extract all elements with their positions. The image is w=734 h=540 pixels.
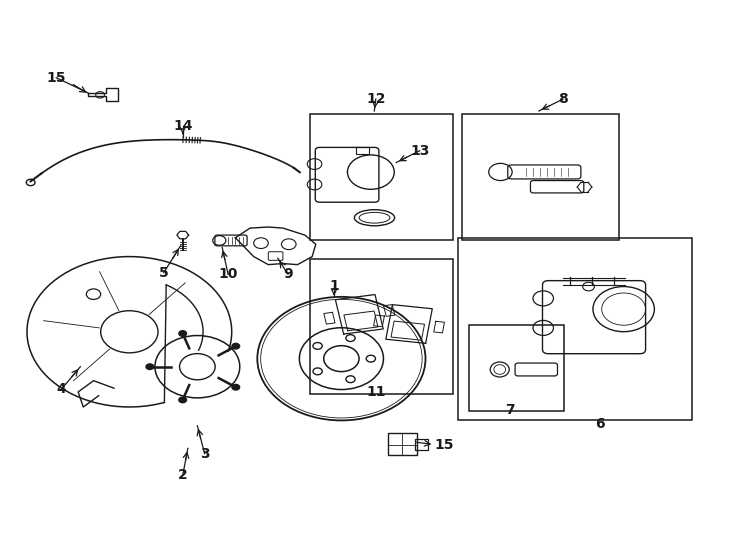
- Text: 15: 15: [46, 71, 66, 85]
- Circle shape: [146, 364, 153, 369]
- Text: 10: 10: [219, 267, 238, 281]
- Text: 4: 4: [57, 382, 66, 396]
- Text: 13: 13: [410, 144, 429, 158]
- Text: 3: 3: [200, 447, 209, 461]
- Bar: [459, 238, 692, 421]
- Text: 7: 7: [505, 403, 515, 417]
- Circle shape: [179, 397, 186, 403]
- Text: 11: 11: [366, 386, 385, 400]
- Bar: [310, 114, 453, 240]
- Text: 6: 6: [595, 417, 604, 430]
- Circle shape: [179, 330, 186, 336]
- Circle shape: [232, 343, 239, 349]
- Text: 14: 14: [173, 119, 192, 133]
- Text: 9: 9: [283, 267, 293, 281]
- Bar: [469, 325, 564, 411]
- Text: 1: 1: [330, 279, 339, 293]
- Text: 5: 5: [159, 266, 169, 280]
- Text: 15: 15: [435, 437, 454, 451]
- Circle shape: [232, 384, 239, 390]
- Text: 8: 8: [558, 92, 568, 106]
- Bar: [356, 147, 369, 154]
- Bar: [462, 114, 619, 240]
- Text: 12: 12: [366, 92, 385, 106]
- Bar: [415, 439, 429, 450]
- Bar: [310, 259, 453, 394]
- Text: 2: 2: [178, 468, 188, 482]
